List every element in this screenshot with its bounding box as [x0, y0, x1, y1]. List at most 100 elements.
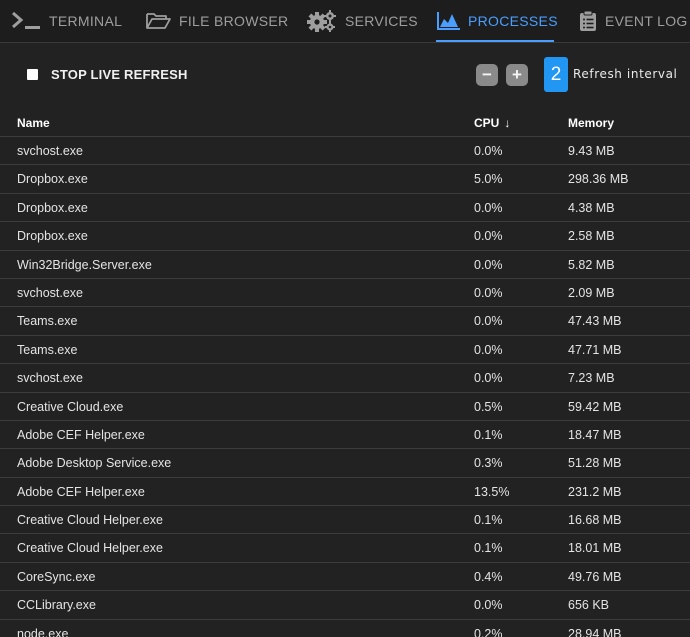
process-cpu: 0.2% [474, 626, 503, 637]
folder-open-icon [146, 13, 171, 29]
refresh-interval-value[interactable]: 2 [544, 57, 568, 92]
process-cpu: 13.5% [474, 484, 510, 499]
live-refresh-label[interactable]: STOP LIVE REFRESH [51, 67, 188, 82]
tab-label: TERMINAL [49, 13, 123, 29]
process-cpu: 0.0% [474, 598, 503, 613]
process-memory: 16.68 MB [568, 513, 622, 528]
table-row[interactable]: svchost.exe 0.0% 7.23 MB [0, 364, 690, 393]
process-memory: 49.76 MB [568, 569, 622, 584]
process-name: Dropbox.exe [17, 172, 88, 187]
process-cpu: 0.0% [474, 257, 503, 272]
process-cpu: 0.0% [474, 144, 503, 158]
process-name: Creative Cloud Helper.exe [17, 541, 163, 556]
table-row[interactable]: node.exe 0.2% 28.94 MB [0, 620, 690, 637]
process-memory: 18.47 MB [568, 427, 622, 442]
table-row[interactable]: svchost.exe 0.0% 9.43 MB [0, 137, 690, 166]
process-cpu: 0.4% [474, 569, 503, 584]
process-name: CCLibrary.exe [17, 598, 96, 613]
process-cpu: 0.0% [474, 200, 503, 215]
process-cpu: 0.0% [474, 285, 503, 300]
tab-label: PROCESSES [468, 13, 558, 29]
column-header-memory[interactable]: Memory [568, 116, 615, 130]
tab-terminal[interactable]: TERMINAL [0, 0, 133, 42]
table-row[interactable]: Creative Cloud Helper.exe 0.1% 18.01 MB [0, 534, 690, 563]
table-row[interactable]: Dropbox.exe 0.0% 2.58 MB [0, 222, 690, 251]
process-cpu: 0.0% [474, 314, 503, 329]
table-row[interactable]: Dropbox.exe 0.0% 4.38 MB [0, 194, 690, 223]
process-name: Dropbox.exe [17, 229, 88, 244]
process-cpu: 0.0% [474, 342, 503, 357]
table-row[interactable]: Creative Cloud.exe 0.5% 59.42 MB [0, 393, 690, 421]
table-row[interactable]: CCLibrary.exe 0.0% 656 KB [0, 591, 690, 620]
process-memory: 4.38 MB [568, 200, 615, 215]
process-cpu: 0.5% [474, 399, 503, 414]
table-row[interactable]: Dropbox.exe 5.0% 298.36 MB [0, 165, 690, 194]
tab-label: SERVICES [345, 13, 418, 29]
process-name: Teams.exe [17, 342, 78, 357]
process-cpu: 0.1% [474, 541, 503, 556]
table-row[interactable]: CoreSync.exe 0.4% 49.76 MB [0, 563, 690, 592]
process-memory: 47.43 MB [568, 314, 622, 329]
table-row[interactable]: Win32Bridge.Server.exe 0.0% 5.82 MB [0, 251, 690, 279]
decrement-interval-button[interactable]: − [476, 64, 498, 86]
process-memory: 5.82 MB [568, 257, 615, 272]
clipboard-list-icon [580, 10, 596, 31]
table-row[interactable]: Teams.exe 0.0% 47.43 MB [0, 307, 690, 336]
column-header-cpu[interactable]: CPU ↓ [474, 116, 510, 130]
tab-label: EVENT LOG [605, 13, 688, 29]
process-name: node.exe [17, 626, 69, 637]
process-name: Adobe Desktop Service.exe [17, 456, 172, 471]
column-header-name[interactable]: Name [17, 116, 50, 130]
process-memory: 7.23 MB [568, 371, 615, 386]
tab-processes[interactable]: PROCESSES [424, 0, 566, 42]
process-memory: 51.28 MB [568, 456, 622, 471]
process-table: Name CPU ↓ Memory svchost.exe 0.0% 9.43 MB D… [0, 108, 690, 637]
area-chart-icon [437, 12, 460, 30]
process-name: Adobe CEF Helper.exe [17, 484, 145, 499]
process-cpu: 5.0% [474, 172, 503, 187]
process-name: svchost.exe [17, 285, 84, 300]
process-toolbar: STOP LIVE REFRESH − + 2 Refresh interval [0, 43, 690, 108]
process-name: Teams.exe [17, 314, 78, 329]
process-memory: 59.42 MB [568, 399, 622, 414]
process-name: Creative Cloud.exe [17, 399, 124, 414]
process-memory: 298.36 MB [568, 172, 629, 187]
sort-descending-icon: ↓ [504, 116, 511, 130]
process-name: svchost.exe [17, 371, 84, 386]
terminal-icon [12, 11, 40, 29]
process-name: Creative Cloud Helper.exe [17, 513, 163, 528]
process-memory: 9.43 MB [568, 144, 615, 158]
process-cpu: 0.1% [474, 513, 503, 528]
process-cpu: 0.0% [474, 371, 503, 386]
table-row[interactable]: Adobe Desktop Service.exe 0.3% 51.28 MB [0, 449, 690, 478]
process-memory: 28.94 MB [568, 626, 622, 637]
table-body: svchost.exe 0.0% 9.43 MB Dropbox.exe 5.0% 298… [0, 137, 690, 637]
tab-event-log[interactable]: EVENT LOG [566, 0, 690, 42]
table-row[interactable]: svchost.exe 0.0% 2.09 MB [0, 279, 690, 308]
process-name: Adobe CEF Helper.exe [17, 427, 145, 442]
live-refresh-checkbox[interactable] [27, 69, 38, 80]
tab-label: FILE BROWSER [179, 13, 289, 29]
process-name: Win32Bridge.Server.exe [17, 257, 152, 272]
tab-file-browser[interactable]: FILE BROWSER [133, 0, 294, 42]
table-header: Name CPU ↓ Memory [0, 108, 690, 137]
table-row[interactable]: Adobe CEF Helper.exe 13.5% 231.2 MB [0, 478, 690, 507]
tab-bar: TERMINAL FILE BROWSER [0, 0, 690, 43]
table-row[interactable]: Teams.exe 0.0% 47.71 MB [0, 336, 690, 365]
refresh-interval-label: Refresh interval [573, 67, 678, 81]
process-cpu: 0.3% [474, 456, 503, 471]
tab-services[interactable]: SERVICES [294, 0, 424, 42]
gears-icon [307, 10, 336, 32]
process-memory: 18.01 MB [568, 541, 622, 556]
process-name: Dropbox.exe [17, 200, 88, 215]
process-memory: 231.2 MB [568, 484, 622, 499]
process-memory: 656 KB [568, 598, 610, 613]
process-name: svchost.exe [17, 144, 84, 158]
table-row[interactable]: Adobe CEF Helper.exe 0.1% 18.47 MB [0, 421, 690, 450]
increment-interval-button[interactable]: + [506, 64, 528, 86]
process-name: CoreSync.exe [17, 569, 96, 584]
process-memory: 2.09 MB [568, 285, 615, 300]
process-cpu: 0.1% [474, 427, 503, 442]
table-row[interactable]: Creative Cloud Helper.exe 0.1% 16.68 MB [0, 506, 690, 535]
process-memory: 2.58 MB [568, 229, 615, 244]
